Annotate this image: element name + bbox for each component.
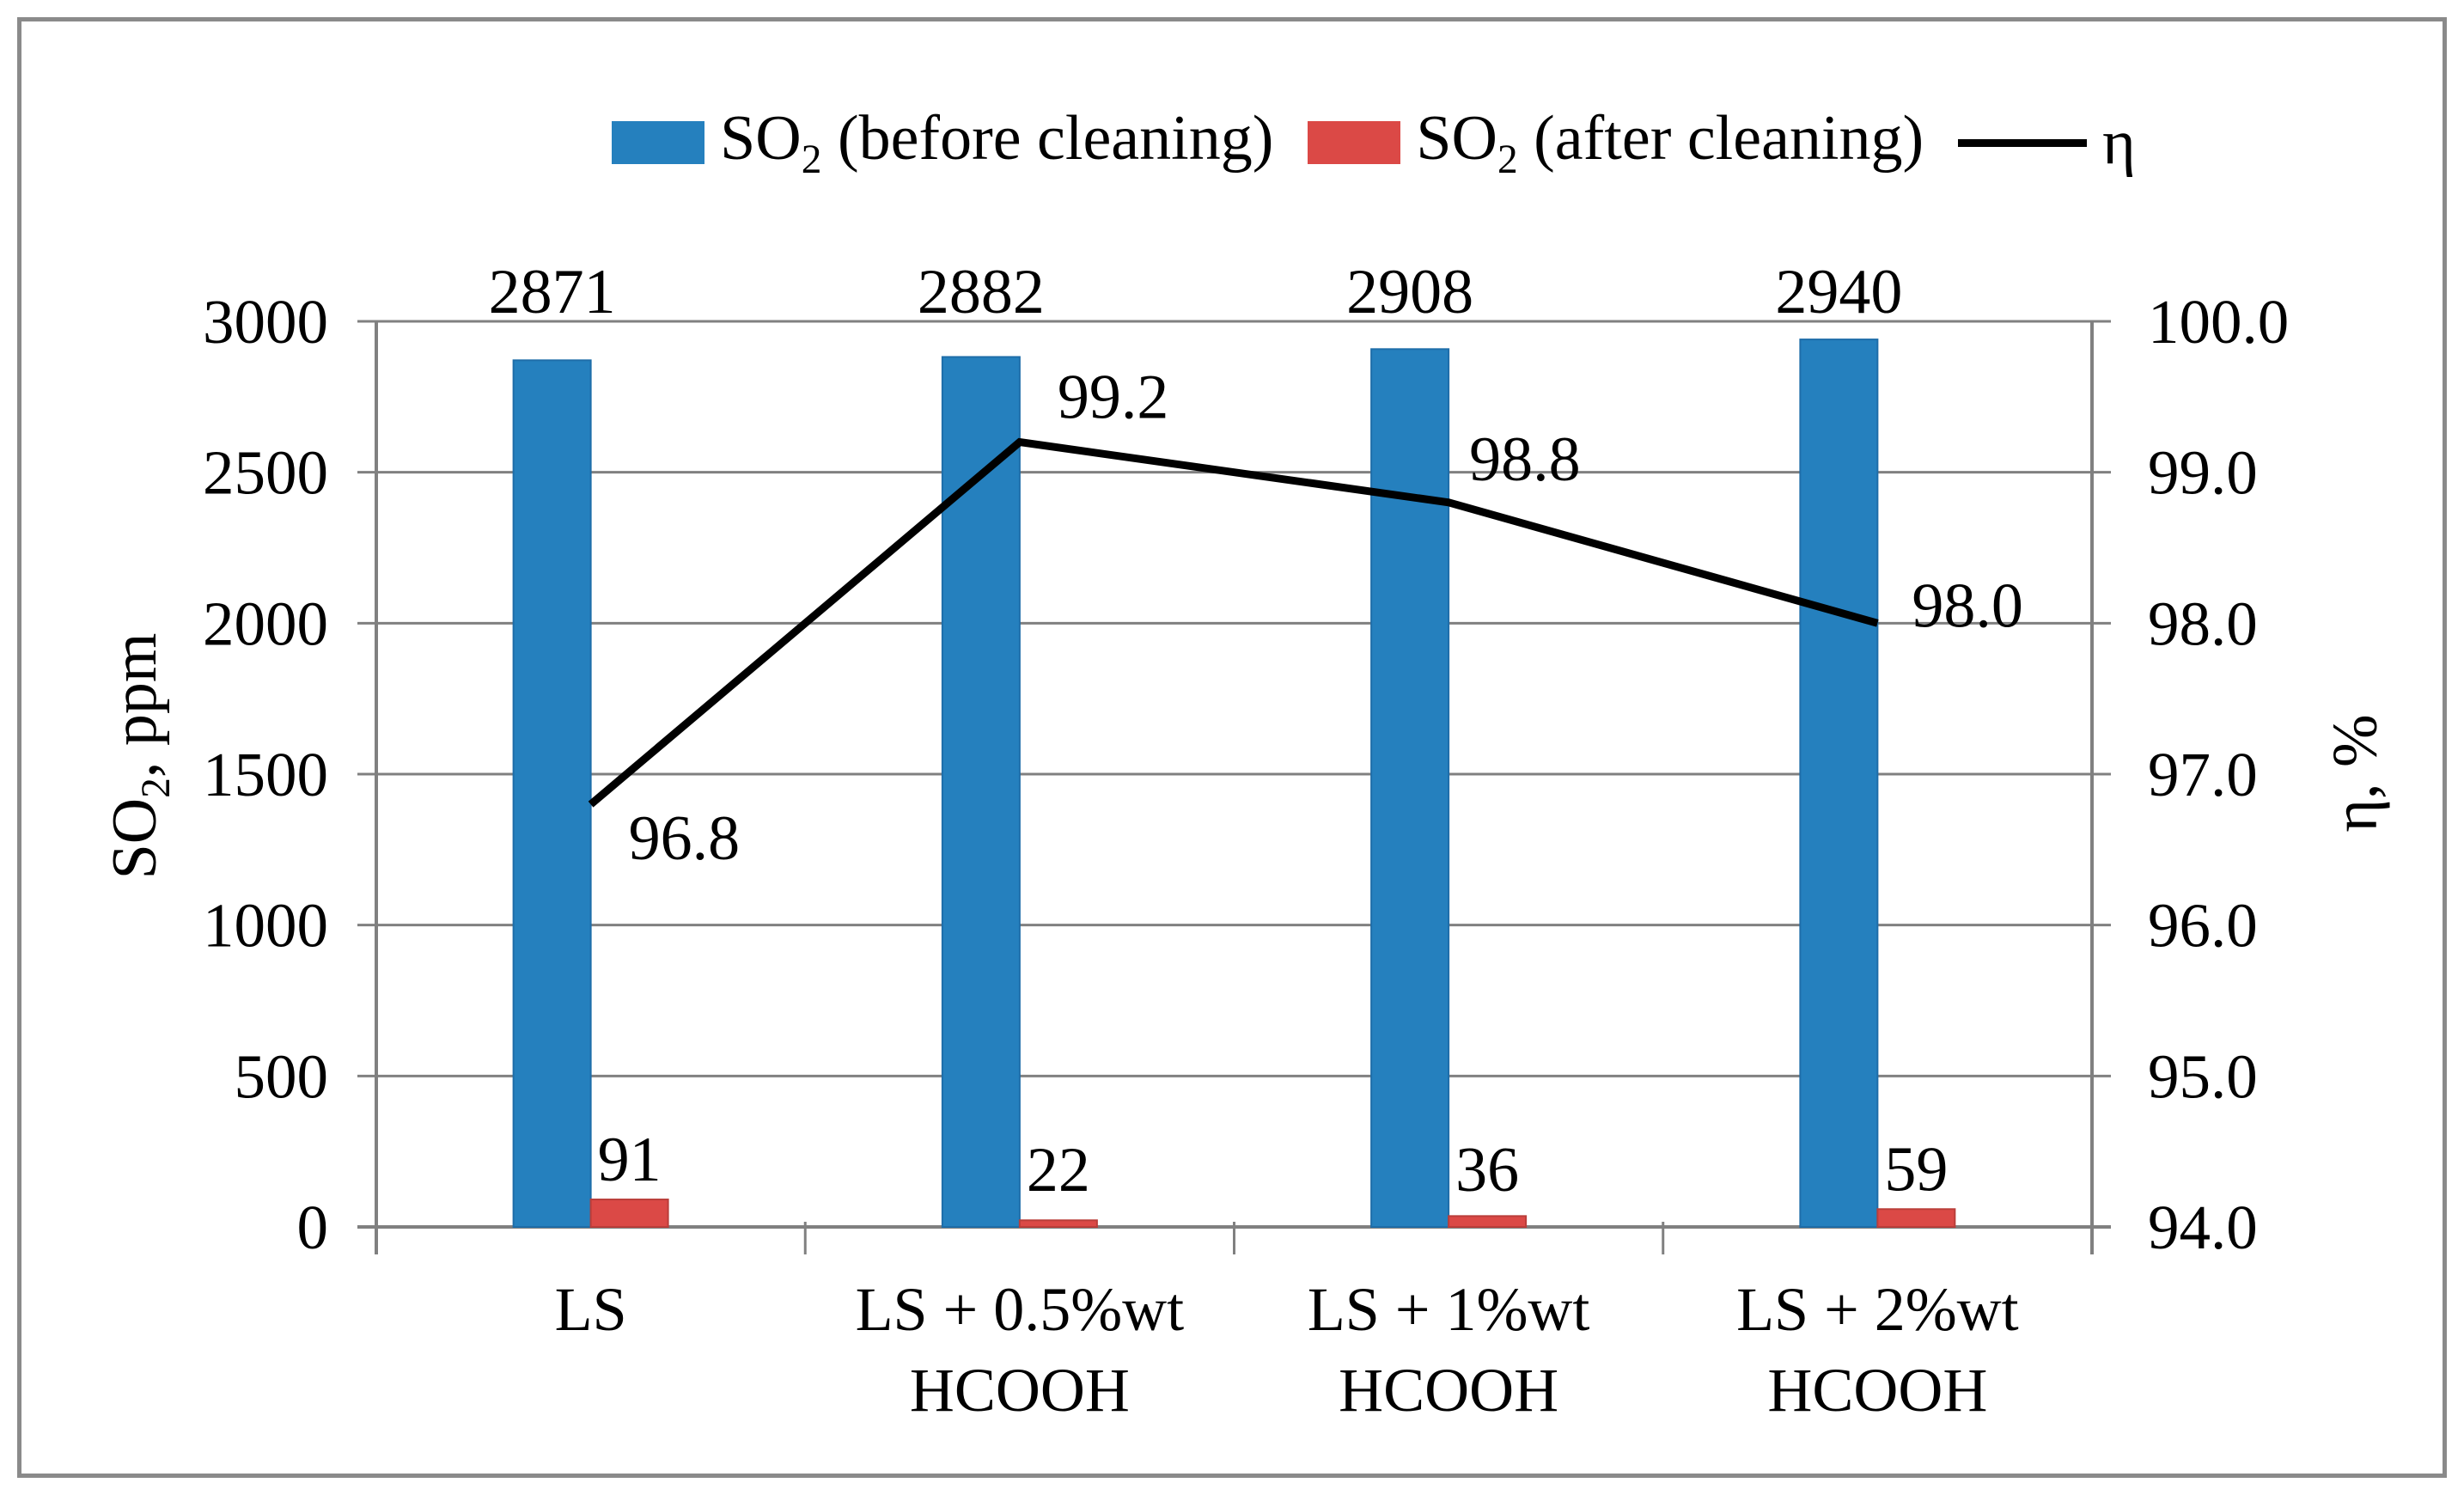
legend-item-eta: η bbox=[1958, 107, 2136, 180]
legend-line-swatch-eta bbox=[1958, 138, 2088, 147]
bar-before-cleaning bbox=[512, 359, 592, 1228]
category-label: LS + 2%wt HCOOH bbox=[1736, 1275, 2019, 1425]
left-axis-tick-label: 2000 bbox=[203, 589, 328, 658]
data-label-after: 36 bbox=[1455, 1135, 1519, 1205]
bar-after-cleaning bbox=[1018, 1219, 1098, 1228]
left-axis-title-subscript: 2 bbox=[133, 778, 179, 798]
left-axis-tick-label: 1500 bbox=[203, 740, 328, 809]
left-axis-title: SO2, ppm bbox=[99, 633, 180, 880]
data-label-before: 2940 bbox=[1775, 257, 1902, 327]
left-axis-tick-label: 3000 bbox=[203, 287, 328, 357]
eta-line bbox=[588, 437, 1879, 808]
right-axis-tick-label: 98.0 bbox=[2148, 589, 2258, 658]
bar-after-cleaning bbox=[589, 1199, 669, 1229]
bar-after-cleaning bbox=[1448, 1215, 1528, 1229]
category-label: LS + 1%wt HCOOH bbox=[1308, 1275, 1590, 1425]
legend: SO2 (before cleaning) SO2 (after cleaning… bbox=[376, 101, 2371, 184]
left-axis-title-unit: , ppm bbox=[100, 632, 171, 778]
right-axis-title-text: η, % bbox=[2320, 714, 2391, 833]
legend-swatch-so2-before-cleaning bbox=[612, 120, 705, 164]
left-axis-tick-label: 1000 bbox=[203, 891, 328, 961]
data-label-after: 91 bbox=[598, 1125, 662, 1195]
data-label-after: 59 bbox=[1884, 1134, 1948, 1205]
legend-label-so2-after-cleaning: SO2 (after cleaning) bbox=[1416, 103, 1924, 182]
category-label: LS + 0.5%wt HCOOH bbox=[856, 1275, 1185, 1425]
right-axis-tick-label: 95.0 bbox=[2148, 1041, 2258, 1111]
left-axis-title-text: SO bbox=[100, 797, 171, 880]
right-axis-tick-label: 99.0 bbox=[2148, 438, 2258, 508]
bar-before-cleaning bbox=[1799, 339, 1879, 1229]
legend-label-so2-before-cleaning: SO2 (before cleaning) bbox=[720, 103, 1274, 182]
data-label-eta: 99.2 bbox=[1058, 363, 1169, 433]
data-label-eta: 98.0 bbox=[1912, 571, 2023, 641]
bar-after-cleaning bbox=[1876, 1208, 1956, 1229]
legend-item-so2-after-cleaning: SO2 (after cleaning) bbox=[1308, 102, 1924, 183]
left-axis-tick-label: 500 bbox=[235, 1041, 329, 1111]
right-axis-tick-label: 100.0 bbox=[2148, 287, 2289, 357]
left-axis-tick-label: 2500 bbox=[203, 438, 328, 508]
category-label: LS bbox=[555, 1275, 627, 1344]
right-axis-tick-label: 94.0 bbox=[2148, 1193, 2258, 1262]
legend-label-eta: η bbox=[2102, 107, 2136, 178]
data-label-eta: 98.8 bbox=[1469, 424, 1581, 495]
right-axis-tick-label: 97.0 bbox=[2148, 740, 2258, 809]
bar-before-cleaning bbox=[941, 356, 1021, 1228]
data-label-before: 2871 bbox=[489, 257, 616, 327]
legend-swatch-so2-after-cleaning bbox=[1308, 120, 1401, 164]
data-label-before: 2882 bbox=[918, 257, 1045, 327]
data-label-eta: 96.8 bbox=[629, 803, 741, 874]
bar-before-cleaning bbox=[1370, 348, 1450, 1228]
left-axis-tick-label: 0 bbox=[297, 1193, 329, 1262]
right-axis-tick-label: 96.0 bbox=[2148, 891, 2258, 961]
legend-item-so2-before-cleaning: SO2 (before cleaning) bbox=[612, 102, 1273, 183]
data-label-after: 22 bbox=[1027, 1135, 1090, 1205]
data-label-before: 2908 bbox=[1346, 257, 1473, 327]
right-axis-title: η, % bbox=[2320, 714, 2393, 832]
